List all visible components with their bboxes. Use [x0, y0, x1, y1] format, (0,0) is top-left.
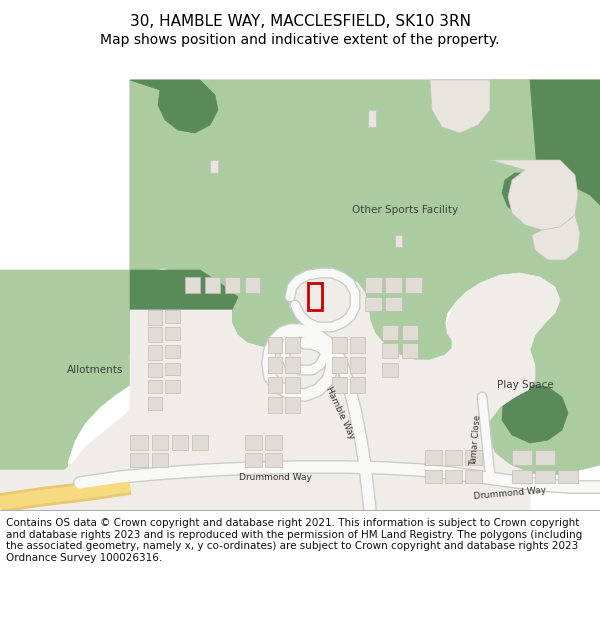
Polygon shape — [365, 277, 382, 293]
Polygon shape — [148, 380, 162, 393]
Polygon shape — [405, 277, 422, 293]
Polygon shape — [130, 435, 148, 450]
Polygon shape — [148, 363, 162, 377]
Polygon shape — [185, 277, 200, 293]
Polygon shape — [268, 337, 282, 353]
Polygon shape — [192, 435, 208, 450]
Polygon shape — [172, 435, 188, 450]
Text: 30, HAMBLE WAY, MACCLESFIELD, SK10 3RN: 30, HAMBLE WAY, MACCLESFIELD, SK10 3RN — [130, 14, 470, 29]
Polygon shape — [165, 327, 180, 340]
Polygon shape — [382, 363, 398, 377]
Polygon shape — [488, 350, 600, 475]
Polygon shape — [490, 160, 578, 230]
Polygon shape — [512, 450, 532, 465]
Polygon shape — [350, 357, 365, 373]
Polygon shape — [165, 363, 180, 375]
Text: Allotments: Allotments — [67, 365, 123, 375]
Polygon shape — [152, 453, 168, 467]
Polygon shape — [165, 345, 180, 358]
Polygon shape — [385, 277, 402, 293]
Polygon shape — [152, 435, 168, 450]
Polygon shape — [268, 377, 282, 393]
Polygon shape — [365, 297, 382, 311]
Polygon shape — [225, 277, 240, 293]
Polygon shape — [535, 470, 555, 483]
Polygon shape — [148, 345, 162, 360]
Polygon shape — [395, 235, 402, 247]
Polygon shape — [148, 310, 162, 325]
Polygon shape — [130, 453, 148, 467]
Polygon shape — [130, 80, 600, 340]
Polygon shape — [350, 377, 365, 393]
Polygon shape — [558, 470, 578, 483]
Polygon shape — [165, 380, 180, 393]
Text: Drummond Way: Drummond Way — [239, 472, 311, 481]
Polygon shape — [332, 357, 347, 373]
Polygon shape — [490, 80, 600, 217]
Polygon shape — [512, 470, 532, 483]
Polygon shape — [402, 325, 418, 340]
Polygon shape — [350, 337, 365, 353]
Text: Drummond Way: Drummond Way — [473, 486, 547, 501]
Polygon shape — [130, 80, 600, 395]
Polygon shape — [148, 327, 162, 342]
Polygon shape — [0, 270, 148, 510]
Polygon shape — [285, 337, 300, 353]
Polygon shape — [265, 453, 282, 467]
Polygon shape — [285, 357, 300, 373]
Polygon shape — [382, 325, 398, 340]
Text: Tamar Close: Tamar Close — [469, 414, 483, 466]
Polygon shape — [302, 340, 405, 418]
Text: Hamble Way: Hamble Way — [324, 385, 356, 441]
Polygon shape — [148, 397, 162, 410]
Polygon shape — [285, 397, 300, 413]
Polygon shape — [245, 453, 262, 467]
Polygon shape — [265, 435, 282, 450]
Polygon shape — [165, 310, 180, 323]
Polygon shape — [245, 435, 262, 450]
Polygon shape — [445, 470, 462, 483]
Polygon shape — [0, 273, 560, 510]
Polygon shape — [130, 270, 248, 383]
Polygon shape — [445, 450, 462, 465]
Polygon shape — [425, 450, 442, 465]
Polygon shape — [368, 110, 376, 127]
Text: Contains OS data © Crown copyright and database right 2021. This information is : Contains OS data © Crown copyright and d… — [6, 518, 582, 562]
Polygon shape — [268, 357, 282, 373]
Polygon shape — [502, 80, 600, 217]
Polygon shape — [402, 343, 418, 358]
Polygon shape — [130, 80, 218, 133]
Text: Other Sports Facility: Other Sports Facility — [352, 205, 458, 215]
Polygon shape — [425, 470, 442, 483]
Polygon shape — [210, 160, 218, 173]
Polygon shape — [465, 470, 482, 483]
Text: Map shows position and indicative extent of the property.: Map shows position and indicative extent… — [100, 33, 500, 47]
Polygon shape — [532, 215, 580, 260]
Polygon shape — [245, 277, 260, 293]
Polygon shape — [332, 377, 347, 393]
Polygon shape — [268, 397, 282, 413]
Polygon shape — [385, 297, 402, 311]
Polygon shape — [430, 80, 490, 133]
Polygon shape — [502, 385, 568, 443]
Text: Play Space: Play Space — [497, 380, 553, 390]
Polygon shape — [332, 337, 347, 353]
Polygon shape — [382, 343, 398, 358]
Polygon shape — [465, 450, 482, 465]
Polygon shape — [285, 377, 300, 393]
Polygon shape — [205, 277, 220, 293]
Polygon shape — [535, 450, 555, 465]
